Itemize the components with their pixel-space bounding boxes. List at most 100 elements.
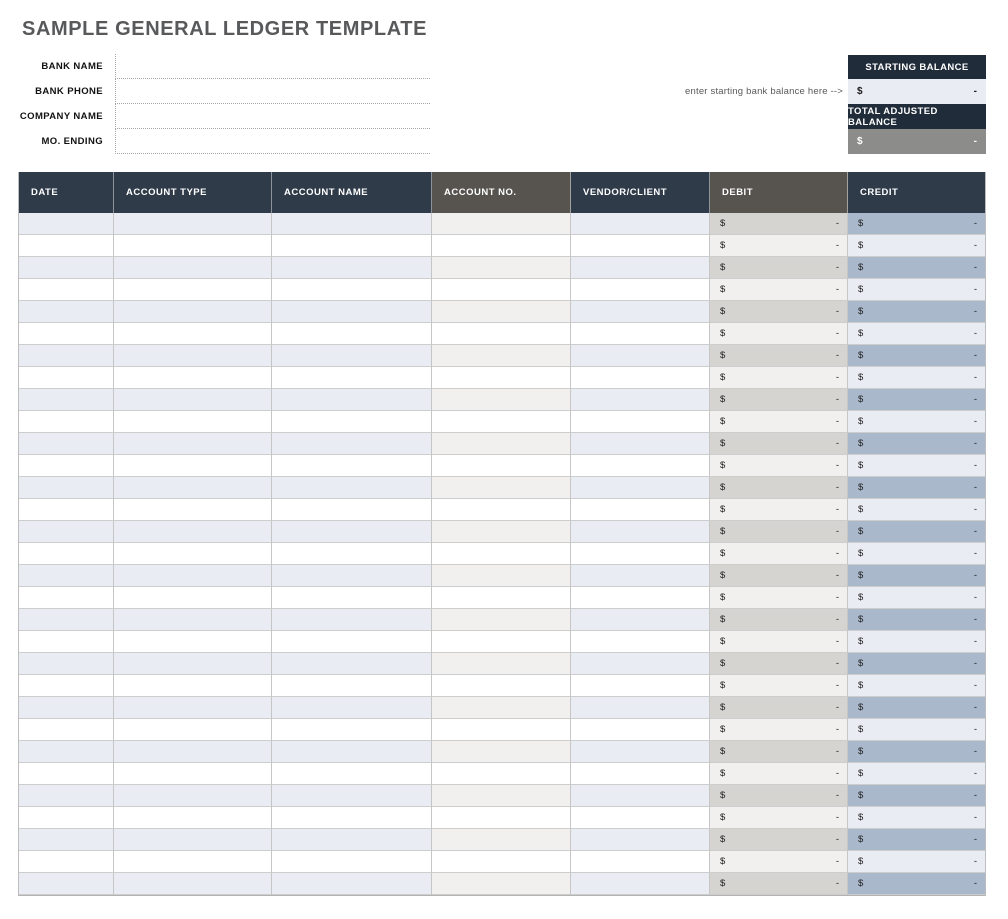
account-no-cell[interactable] bbox=[432, 257, 571, 279]
date-cell[interactable] bbox=[19, 345, 114, 367]
account-name-cell[interactable] bbox=[272, 807, 432, 829]
account-name-cell[interactable] bbox=[272, 697, 432, 719]
debit-cell[interactable]: $ - bbox=[710, 631, 848, 653]
credit-cell[interactable]: $ - bbox=[848, 323, 985, 345]
debit-cell[interactable]: $ - bbox=[710, 389, 848, 411]
account-no-cell[interactable] bbox=[432, 697, 571, 719]
credit-cell[interactable]: $ - bbox=[848, 213, 985, 235]
account-type-cell[interactable] bbox=[114, 477, 272, 499]
date-cell[interactable] bbox=[19, 719, 114, 741]
company-name-field[interactable] bbox=[115, 104, 430, 129]
vendor-client-cell[interactable] bbox=[571, 873, 710, 895]
date-cell[interactable] bbox=[19, 389, 114, 411]
vendor-client-cell[interactable] bbox=[571, 367, 710, 389]
account-no-cell[interactable] bbox=[432, 367, 571, 389]
vendor-client-cell[interactable] bbox=[571, 521, 710, 543]
account-type-cell[interactable] bbox=[114, 807, 272, 829]
account-name-cell[interactable] bbox=[272, 235, 432, 257]
credit-cell[interactable]: $ - bbox=[848, 279, 985, 301]
account-no-cell[interactable] bbox=[432, 499, 571, 521]
account-name-cell[interactable] bbox=[272, 565, 432, 587]
vendor-client-cell[interactable] bbox=[571, 389, 710, 411]
credit-cell[interactable]: $ - bbox=[848, 543, 985, 565]
account-type-cell[interactable] bbox=[114, 587, 272, 609]
debit-cell[interactable]: $ - bbox=[710, 851, 848, 873]
debit-cell[interactable]: $ - bbox=[710, 213, 848, 235]
account-type-cell[interactable] bbox=[114, 323, 272, 345]
debit-cell[interactable]: $ - bbox=[710, 411, 848, 433]
debit-cell[interactable]: $ - bbox=[710, 741, 848, 763]
account-name-cell[interactable] bbox=[272, 411, 432, 433]
date-cell[interactable] bbox=[19, 367, 114, 389]
account-no-cell[interactable] bbox=[432, 851, 571, 873]
account-type-cell[interactable] bbox=[114, 543, 272, 565]
debit-cell[interactable]: $ - bbox=[710, 609, 848, 631]
account-type-cell[interactable] bbox=[114, 829, 272, 851]
vendor-client-cell[interactable] bbox=[571, 609, 710, 631]
date-cell[interactable] bbox=[19, 631, 114, 653]
account-no-cell[interactable] bbox=[432, 213, 571, 235]
account-no-cell[interactable] bbox=[432, 873, 571, 895]
account-type-cell[interactable] bbox=[114, 367, 272, 389]
account-type-cell[interactable] bbox=[114, 345, 272, 367]
vendor-client-cell[interactable] bbox=[571, 719, 710, 741]
debit-cell[interactable]: $ - bbox=[710, 829, 848, 851]
account-no-cell[interactable] bbox=[432, 675, 571, 697]
credit-cell[interactable]: $ - bbox=[848, 587, 985, 609]
debit-cell[interactable]: $ - bbox=[710, 279, 848, 301]
account-type-cell[interactable] bbox=[114, 741, 272, 763]
account-name-cell[interactable] bbox=[272, 213, 432, 235]
account-type-cell[interactable] bbox=[114, 257, 272, 279]
date-cell[interactable] bbox=[19, 653, 114, 675]
account-type-cell[interactable] bbox=[114, 873, 272, 895]
debit-cell[interactable]: $ - bbox=[710, 587, 848, 609]
credit-cell[interactable]: $ - bbox=[848, 741, 985, 763]
date-cell[interactable] bbox=[19, 829, 114, 851]
credit-cell[interactable]: $ - bbox=[848, 631, 985, 653]
vendor-client-cell[interactable] bbox=[571, 741, 710, 763]
credit-cell[interactable]: $ - bbox=[848, 697, 985, 719]
debit-cell[interactable]: $ - bbox=[710, 521, 848, 543]
account-type-cell[interactable] bbox=[114, 851, 272, 873]
date-cell[interactable] bbox=[19, 477, 114, 499]
date-cell[interactable] bbox=[19, 873, 114, 895]
vendor-client-cell[interactable] bbox=[571, 565, 710, 587]
account-no-cell[interactable] bbox=[432, 543, 571, 565]
account-type-cell[interactable] bbox=[114, 609, 272, 631]
credit-cell[interactable]: $ - bbox=[848, 301, 985, 323]
account-name-cell[interactable] bbox=[272, 609, 432, 631]
account-type-cell[interactable] bbox=[114, 389, 272, 411]
debit-cell[interactable]: $ - bbox=[710, 763, 848, 785]
bank-name-field[interactable] bbox=[115, 54, 430, 79]
account-no-cell[interactable] bbox=[432, 741, 571, 763]
account-type-cell[interactable] bbox=[114, 521, 272, 543]
account-type-cell[interactable] bbox=[114, 653, 272, 675]
account-no-cell[interactable] bbox=[432, 389, 571, 411]
debit-cell[interactable]: $ - bbox=[710, 697, 848, 719]
account-type-cell[interactable] bbox=[114, 785, 272, 807]
date-cell[interactable] bbox=[19, 521, 114, 543]
vendor-client-cell[interactable] bbox=[571, 829, 710, 851]
account-no-cell[interactable] bbox=[432, 807, 571, 829]
account-name-cell[interactable] bbox=[272, 829, 432, 851]
date-cell[interactable] bbox=[19, 587, 114, 609]
account-no-cell[interactable] bbox=[432, 521, 571, 543]
date-cell[interactable] bbox=[19, 675, 114, 697]
account-no-cell[interactable] bbox=[432, 235, 571, 257]
vendor-client-cell[interactable] bbox=[571, 807, 710, 829]
date-cell[interactable] bbox=[19, 697, 114, 719]
account-name-cell[interactable] bbox=[272, 367, 432, 389]
credit-cell[interactable]: $ - bbox=[848, 851, 985, 873]
vendor-client-cell[interactable] bbox=[571, 455, 710, 477]
debit-cell[interactable]: $ - bbox=[710, 873, 848, 895]
date-cell[interactable] bbox=[19, 851, 114, 873]
account-no-cell[interactable] bbox=[432, 763, 571, 785]
vendor-client-cell[interactable] bbox=[571, 235, 710, 257]
credit-cell[interactable]: $ - bbox=[848, 785, 985, 807]
date-cell[interactable] bbox=[19, 609, 114, 631]
account-name-cell[interactable] bbox=[272, 873, 432, 895]
account-type-cell[interactable] bbox=[114, 763, 272, 785]
account-no-cell[interactable] bbox=[432, 477, 571, 499]
account-no-cell[interactable] bbox=[432, 653, 571, 675]
date-cell[interactable] bbox=[19, 543, 114, 565]
